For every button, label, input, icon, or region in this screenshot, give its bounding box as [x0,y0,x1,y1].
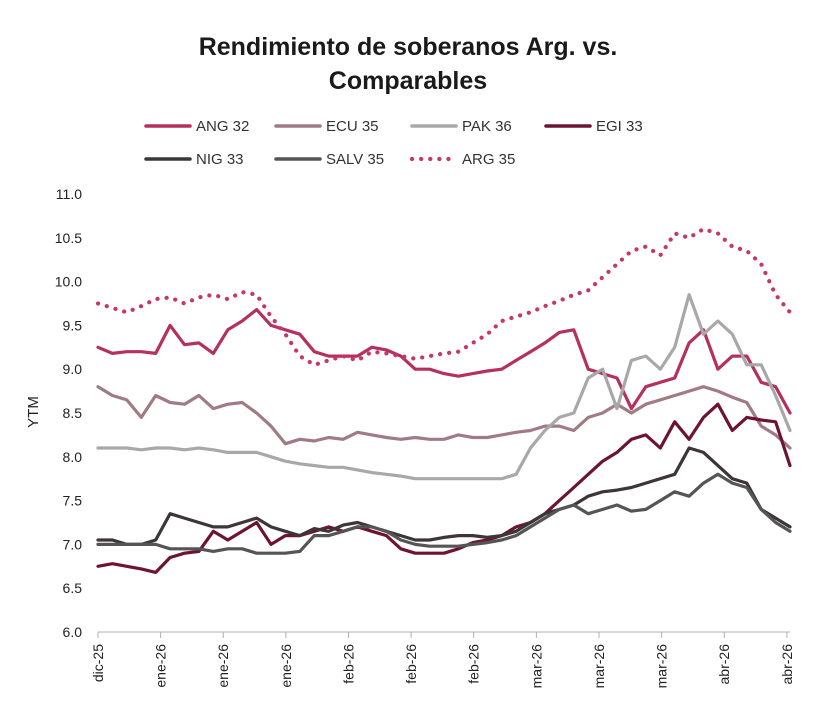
x-tick-label: feb-26 [340,644,356,684]
x-tick-label: abr-26 [779,644,795,685]
legend-label: ANG 32 [196,118,249,135]
series-line-ecu-35 [96,385,792,450]
legend-item: ANG 32 [144,118,249,135]
legend-item: ECU 35 [274,118,379,135]
x-tick-label: abr-26 [716,644,732,685]
series-line-arg-35 [95,226,793,367]
y-tick-label: 11.0 [56,186,82,202]
x-tick-label: mar-26 [654,644,670,689]
x-tick-label: feb-26 [403,644,419,684]
x-tick-label: ene-26 [278,644,294,688]
x-tick-label: feb-26 [466,644,482,684]
legend-label: ECU 35 [326,118,379,135]
legend-item: NIG 33 [144,151,244,168]
x-tick-label: mar-26 [528,644,544,689]
series-line-pak-36 [96,293,792,481]
series-line-salv-35 [96,472,792,555]
chart-title: Rendimiento de soberanos Arg. vs. Compar… [0,30,816,98]
x-tick-label: mar-26 [591,644,607,689]
legend: ANG 32 ECU 35 PAK 36 EGI 33 NIG 33 SALV 35 ARG… [144,118,643,168]
x-tick-label: ene-26 [215,644,231,688]
legend-label: NIG 33 [196,151,244,168]
y-tick-label: 7.0 [63,536,83,552]
y-tick-label: 6.0 [63,624,83,640]
y-tick-label: 9.5 [63,317,83,333]
y-tick-label: 10.0 [55,274,82,290]
x-axis: dic-25 ene-26 ene-26 ene-26 feb-26 feb-26 feb-… [90,632,795,688]
legend-label: ARG 35 [462,151,515,168]
chart-title-line-1: Rendimiento de soberanos Arg. vs. [198,33,618,61]
legend-item: PAK 36 [410,118,512,135]
legend-item: EGI 33 [544,118,643,135]
series-line-egi-33 [96,402,792,575]
y-tick-label: 6.5 [63,580,83,596]
x-tick-label: ene-26 [153,644,169,688]
y-tick-label: 9.0 [63,361,83,377]
chart-title-line-2: Comparables [328,67,488,95]
y-tick-label: 8.0 [63,449,83,465]
series-line-nig-33 [96,446,792,547]
x-tick-label: dic-25 [90,644,106,682]
y-axis-title: YTM [25,396,42,428]
y-tick-label: 10.5 [55,230,82,246]
legend-label: EGI 33 [596,118,643,135]
plot-area: 6.0 6.5 7.0 7.5 8.0 8.5 9.0 9.5 10.0 10.5 11.0 dic… [25,186,795,688]
legend-item: ARG 35 [409,151,515,168]
legend-label: SALV 35 [326,151,384,168]
series-line-ang-32 [96,308,792,415]
y-tick-label: 8.5 [63,405,83,421]
series-lines [95,226,793,575]
y-axis: 6.0 6.5 7.0 7.5 8.0 8.5 9.0 9.5 10.0 10.5 11.0 [55,186,82,640]
legend-label: PAK 36 [462,118,512,135]
legend-item: SALV 35 [274,151,384,168]
y-tick-label: 7.5 [63,493,83,509]
